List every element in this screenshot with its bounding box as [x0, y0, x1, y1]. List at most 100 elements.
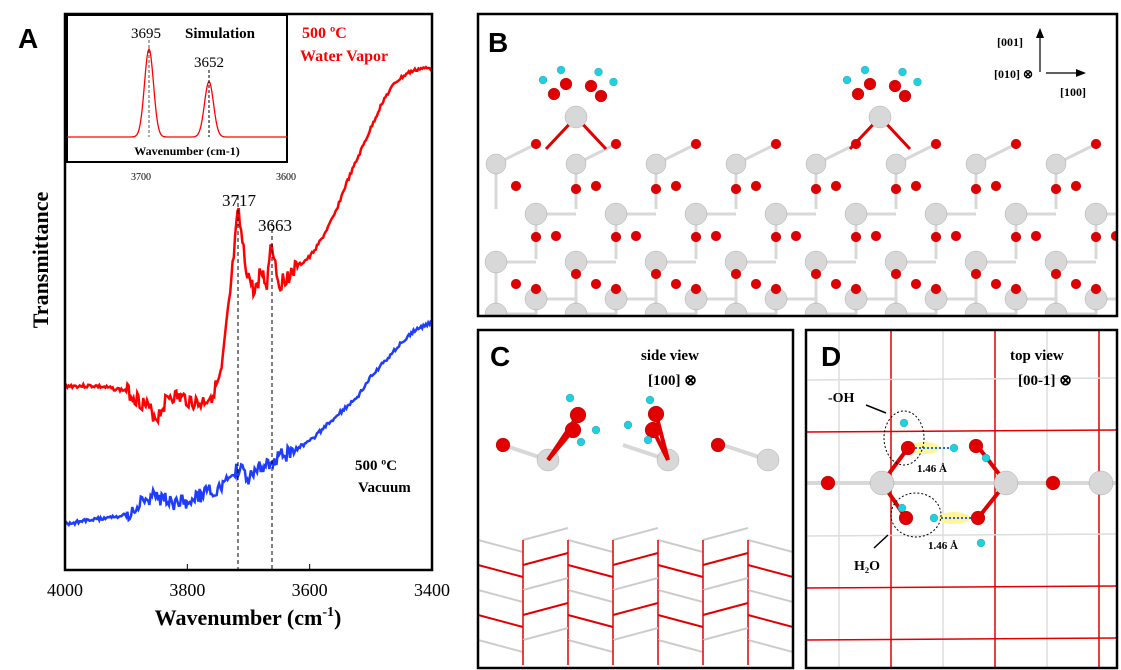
hydrogen-atom — [976, 538, 986, 548]
metal-atom — [844, 202, 868, 226]
bond — [702, 627, 749, 641]
oxygen-atom — [670, 180, 682, 192]
bond — [478, 589, 524, 603]
oxygen-atom — [690, 231, 702, 243]
bond — [702, 552, 749, 566]
oxygen-atom — [910, 180, 922, 192]
direction-label: [00-1] ⊗ — [1018, 373, 1072, 389]
bond — [522, 577, 569, 591]
panel-b-letter: B — [488, 27, 508, 58]
bond — [522, 527, 569, 541]
bond — [522, 602, 569, 616]
oxygen-atom — [1070, 278, 1082, 290]
oxygen-atom — [650, 183, 662, 195]
oxygen-atom — [820, 475, 836, 491]
oh-arrow — [865, 404, 887, 414]
bond — [657, 589, 704, 603]
oxygen-atom — [590, 278, 602, 290]
panel-b: B [001] [010] ⊗ [100] — [476, 12, 1119, 341]
oxygen-atom — [1070, 180, 1082, 192]
panel-c-frame — [476, 328, 795, 670]
view-label: top view — [1010, 348, 1064, 364]
oxygen-atom — [888, 79, 902, 93]
oxygen-atom — [590, 180, 602, 192]
x-tick-label: 3400 — [414, 580, 450, 600]
oxygen-atom — [851, 87, 865, 101]
metal-atom — [484, 250, 508, 274]
bond — [612, 602, 659, 616]
metal-atom — [804, 302, 828, 316]
metal-atom — [725, 153, 747, 175]
x-tick-label: 3800 — [169, 580, 205, 600]
axis-001-label: [001] — [997, 35, 1023, 49]
oxygen-atom — [647, 405, 665, 423]
oxygen-atom — [591, 331, 601, 341]
bond — [478, 539, 524, 553]
hydrogen-atom — [898, 67, 907, 77]
metal-atom — [644, 302, 668, 316]
panel-d-letter: D — [821, 341, 841, 372]
hydrogen-atom — [929, 513, 939, 523]
annot-vacuum-2: Vacuum — [358, 480, 411, 496]
panel-c: C side view [100] ⊗ — [476, 328, 795, 670]
panel-a-letter: A — [18, 23, 38, 54]
bond — [806, 637, 1117, 641]
oxygen-atom — [730, 268, 742, 280]
hydrogen-atom — [643, 435, 653, 445]
oxygen-atom — [1010, 138, 1022, 150]
annot-vacuum-1: 500 ºC — [355, 458, 397, 474]
bond — [612, 552, 659, 566]
bond — [747, 564, 793, 578]
oxygen-atom — [547, 87, 561, 101]
oxygen-atom — [770, 231, 782, 243]
oxygen-atom — [530, 231, 542, 243]
bond — [657, 614, 704, 628]
bond — [792, 613, 793, 615]
oxygen-atom — [1071, 331, 1081, 341]
bond — [478, 614, 524, 628]
oxygen-atom — [930, 138, 942, 150]
metal-atom — [565, 153, 587, 175]
oxygen-atom — [610, 138, 622, 150]
bond — [567, 639, 614, 653]
inset-title: Simulation — [185, 26, 256, 42]
oxygen-atom — [950, 230, 962, 242]
oxygen-atom — [570, 183, 582, 195]
oxygen-atom — [910, 278, 922, 290]
hydrogen-atom — [576, 437, 586, 447]
h2o-circle — [890, 492, 942, 538]
oxygen-atom — [874, 315, 878, 316]
hydrogen-atom — [594, 67, 603, 77]
metal-atom — [1045, 153, 1067, 175]
oxygen-atom — [1090, 231, 1102, 243]
bond — [747, 589, 793, 603]
hydrogen-atom — [981, 453, 991, 463]
oxygen-atom — [810, 268, 822, 280]
metal-atom — [724, 302, 748, 316]
oxygen-atom — [770, 283, 782, 295]
oxygen-atom — [751, 331, 761, 341]
bond — [522, 552, 569, 566]
metal-atom — [564, 105, 588, 129]
oxygen-atom — [714, 315, 718, 316]
oxygen-atom — [650, 268, 662, 280]
metal-atom — [869, 470, 895, 496]
oxygen-atom — [570, 268, 582, 280]
axes-icon — [1036, 28, 1086, 77]
hydrogen-atom — [538, 75, 548, 85]
oxygen-atom — [991, 331, 1001, 341]
oxygen-atom — [495, 437, 511, 453]
oxygen-atom — [830, 278, 842, 290]
metal-atom — [524, 202, 548, 226]
bond — [522, 627, 569, 641]
hydrogen-atom — [949, 443, 959, 453]
oxygen-atom — [554, 315, 558, 316]
panel-d: D top view [00-1] ⊗ -OH H₂O 1.46 Å 1.46 … — [804, 328, 1119, 670]
bond — [792, 638, 793, 640]
oxygen-atom — [1010, 283, 1022, 295]
oxygen-atom — [710, 437, 726, 453]
inset-tick-3700: 3700 — [131, 172, 151, 183]
annot-water-1: 500 ºC — [302, 25, 347, 42]
x-tick-label: 3600 — [292, 580, 328, 600]
oxygen-atom — [750, 278, 762, 290]
